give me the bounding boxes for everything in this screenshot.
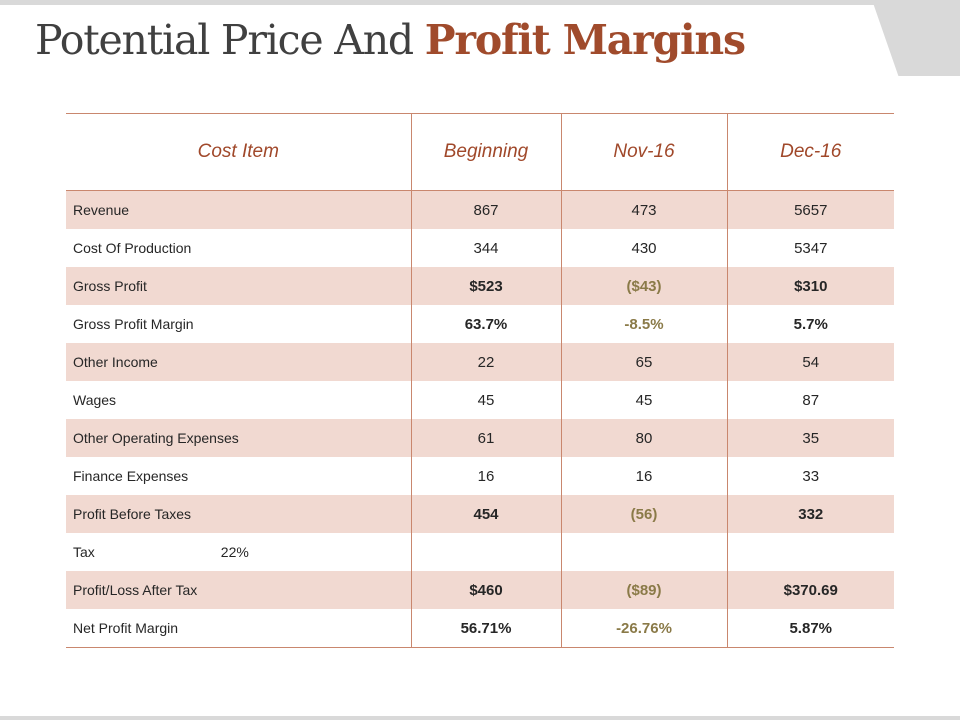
cell-nov-16: (56) [560, 495, 727, 533]
row-label: Profit Before Taxes [66, 495, 411, 533]
cell-beginning: $460 [410, 571, 561, 609]
cell-nov-16: -8.5% [560, 305, 727, 343]
row-label: Other Income [66, 343, 411, 381]
cell-dec-16: $310 [726, 267, 894, 305]
cell-nov-16: 430 [560, 229, 727, 267]
cell-nov-16: 45 [560, 381, 727, 419]
cell-beginning: 56.71% [410, 609, 561, 648]
header-nov-16: Nov-16 [560, 113, 727, 191]
slide-title: Potential Price And Profit Margins [35, 16, 746, 64]
tax-label: Tax [73, 544, 95, 560]
cell-dec-16: $370.69 [726, 571, 894, 609]
row-finance-expenses: Finance Expenses 16 16 33 [66, 457, 894, 495]
header-cost-item: Cost Item [66, 113, 411, 191]
cell-beginning: 344 [410, 229, 561, 267]
row-label: Gross Profit [66, 267, 411, 305]
row-gross-profit-margin: Gross Profit Margin 63.7% -8.5% 5.7% [66, 305, 894, 343]
top-decorative-bar [0, 0, 960, 5]
row-profit-loss-after-tax: Profit/Loss After Tax $460 ($89) $370.69 [66, 571, 894, 609]
cell-beginning: 61 [410, 419, 561, 457]
row-other-operating-expenses: Other Operating Expenses 61 80 35 [66, 419, 894, 457]
row-label: Cost Of Production [73, 240, 192, 256]
row-label: Gross Profit Margin [73, 316, 194, 332]
cell-beginning: $523 [410, 267, 561, 305]
cost-table: Cost Item Beginning Nov-16 Dec-16 Revenu… [66, 113, 894, 648]
header-dec-16: Dec-16 [726, 113, 894, 191]
row-profit-before-taxes: Profit Before Taxes 454 (56) 332 [66, 495, 894, 533]
cell-dec-16: 5.87% [726, 609, 894, 648]
row-label: Net Profit Margin [66, 609, 411, 648]
cell-dec-16: 35 [726, 419, 894, 457]
row-label: Other Operating Expenses [66, 419, 411, 457]
row-cost-of-production: Cost Of Production 344 430 5347 [66, 229, 894, 267]
cell-nov-16: -26.76% [560, 609, 727, 648]
cell-nov-16: 65 [560, 343, 727, 381]
row-label: Profit/Loss After Tax [66, 571, 411, 609]
header-row: Cost Item Beginning Nov-16 Dec-16 [66, 113, 894, 191]
bottom-decorative-bar [0, 716, 960, 720]
cell-dec-16: 33 [726, 457, 894, 495]
cell-dec-16: 5347 [726, 229, 894, 267]
corner-decorative-shape [872, 0, 960, 76]
row-tax: Tax 22% [66, 533, 894, 571]
title-part-2-accent: Profit Margins [424, 16, 746, 64]
cell-beginning: 22 [410, 343, 561, 381]
cell-dec-16: 332 [726, 495, 894, 533]
row-label: Wages [73, 392, 117, 408]
title-part-1: Potential Price And [35, 16, 425, 64]
cell-beginning: 16 [410, 457, 561, 495]
row-net-profit-margin: Net Profit Margin 56.71% -26.76% 5.87% [66, 609, 894, 648]
cell-beginning: 454 [410, 495, 561, 533]
cell-nov-16: ($43) [560, 267, 727, 305]
cell-dec-16: 5.7% [726, 305, 894, 343]
row-gross-profit: Gross Profit $523 ($43) $310 [66, 267, 894, 305]
cell-beginning: 63.7% [410, 305, 561, 343]
cell-dec-16 [726, 533, 894, 571]
row-label: Finance Expenses [73, 468, 189, 484]
cell-dec-16: 54 [726, 343, 894, 381]
cell-beginning [410, 533, 561, 571]
row-wages: Wages 45 45 87 [66, 381, 894, 419]
row-label-tax: Tax 22% [66, 533, 411, 571]
cell-nov-16: 16 [560, 457, 727, 495]
row-revenue: Revenue 867 473 5657 [66, 190, 894, 229]
cell-dec-16: 5657 [726, 190, 894, 229]
cell-dec-16: 87 [726, 381, 894, 419]
row-label: Revenue [66, 190, 411, 229]
cell-nov-16: 80 [560, 419, 727, 457]
tax-rate: 22% [220, 544, 249, 560]
cell-nov-16: 473 [560, 190, 727, 229]
cell-nov-16: ($89) [560, 571, 727, 609]
cell-nov-16 [560, 533, 727, 571]
cell-beginning: 45 [410, 381, 561, 419]
cell-beginning: 867 [410, 190, 561, 229]
row-other-income: Other Income 22 65 54 [66, 343, 894, 381]
header-beginning: Beginning [410, 113, 561, 191]
